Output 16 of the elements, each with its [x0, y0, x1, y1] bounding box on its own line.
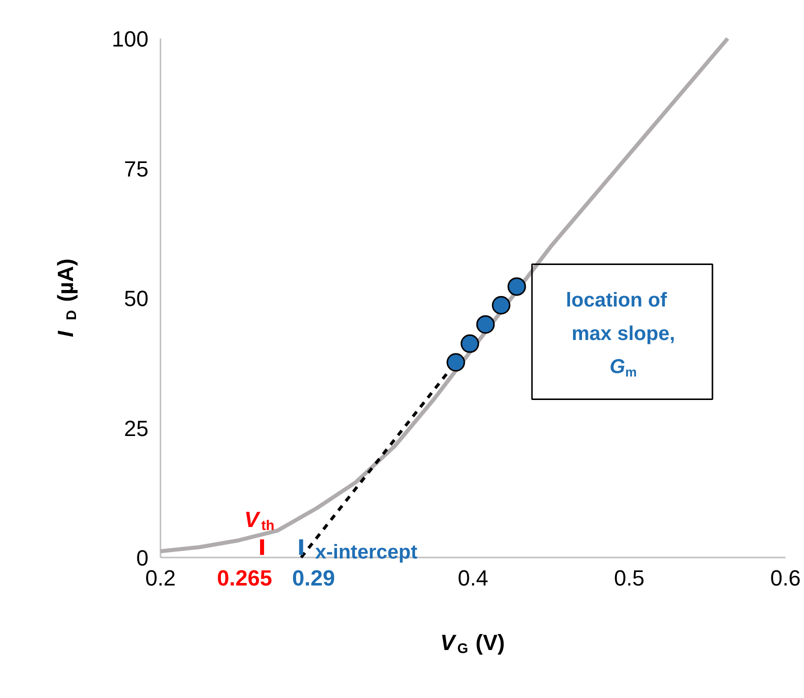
point [508, 277, 526, 296]
y-tick-label: 100 [112, 26, 149, 52]
ref-line-label: 0.29 [292, 566, 335, 590]
y-tick-label: 75 [124, 156, 149, 182]
point [476, 315, 495, 334]
x-tick-label: 0.4 [458, 566, 488, 590]
point [460, 334, 480, 353]
y-axis-title: ID (µA) [53, 258, 79, 338]
x-tick-label: 0.6 [770, 566, 801, 590]
x-tick-label: 0.5 [614, 566, 645, 590]
annotation: x-intercept [315, 542, 418, 564]
y-tick-label: 50 [124, 286, 149, 311]
point [492, 296, 510, 314]
y-tick-label: 25 [124, 416, 149, 441]
ref-line-label: 0.265 [217, 566, 272, 590]
point [446, 353, 466, 372]
